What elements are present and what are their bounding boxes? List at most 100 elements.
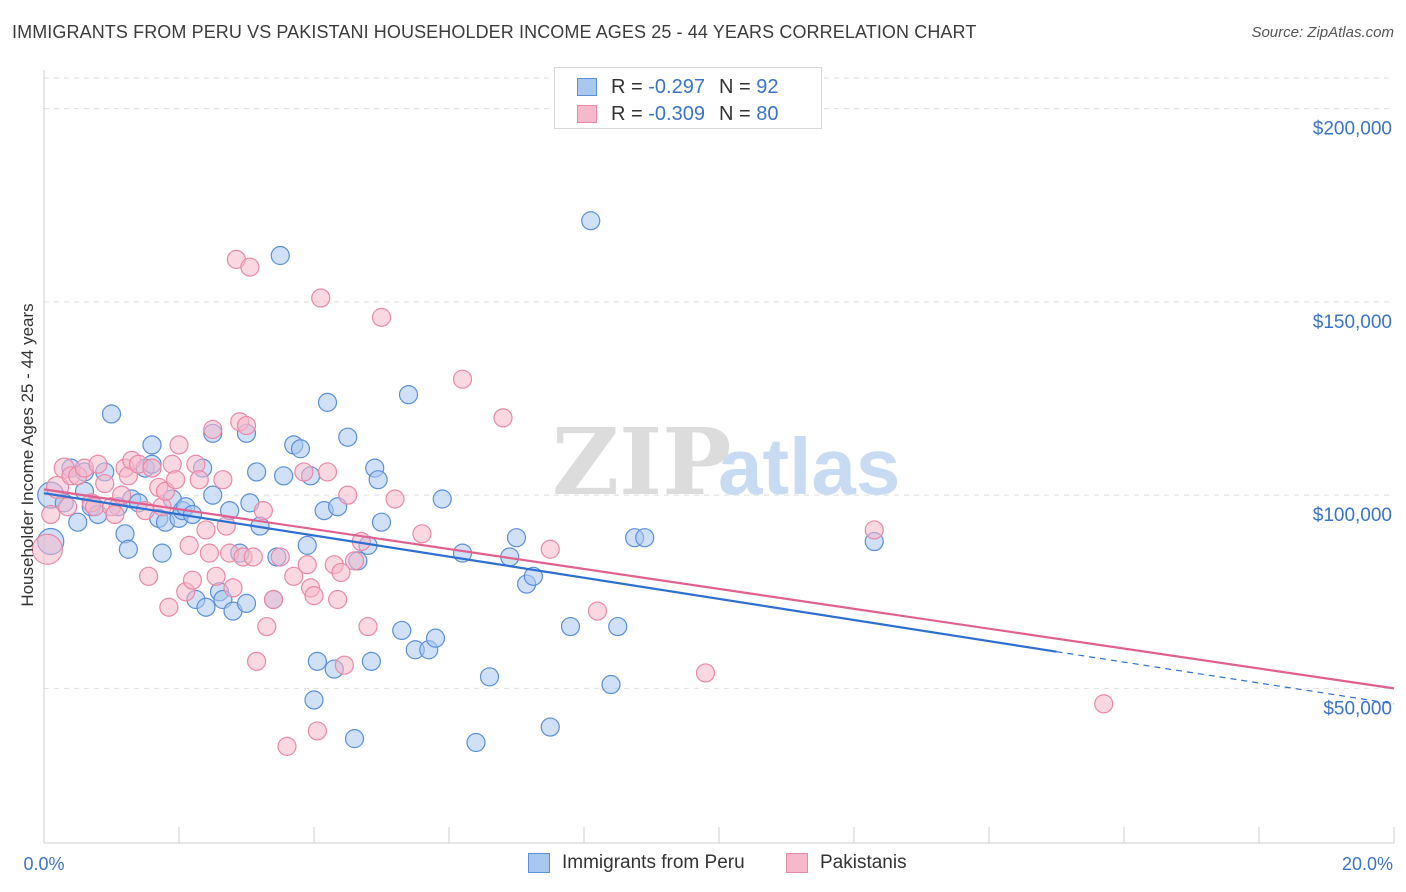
peru-point	[270, 245, 290, 266]
peru-point	[115, 524, 135, 544]
peru-point	[368, 470, 388, 490]
bottom-legend-swatch-peru	[528, 853, 550, 873]
pakistani-point	[277, 736, 297, 756]
pakistani-point	[317, 462, 338, 482]
peru-point	[152, 543, 172, 563]
peru-point	[304, 690, 324, 710]
pakistani-point	[358, 616, 378, 637]
peru-trend-extension	[1056, 651, 1395, 705]
pakistani-point	[263, 589, 284, 610]
pakistani-point	[344, 551, 365, 571]
legend-r-value: -0.309	[648, 102, 705, 125]
pakistani-point	[186, 454, 206, 474]
pakistani-point	[223, 578, 243, 598]
x-tick-label: 0.0%	[23, 854, 64, 874]
pakistani-point	[247, 651, 267, 671]
pakistani-point	[166, 470, 186, 490]
pakistani-point	[540, 539, 560, 559]
legend-row-pakistani: R = -0.309 N = 80	[577, 100, 778, 128]
peru-point	[297, 535, 317, 555]
pakistani-point	[169, 435, 189, 455]
peru-trend-line	[43, 492, 1057, 653]
pakistani-point	[88, 454, 108, 474]
pakistani-point	[240, 257, 260, 277]
peru-point	[601, 674, 621, 695]
axes	[43, 70, 1395, 844]
pakistani-point	[105, 504, 125, 525]
pakistani-point	[695, 663, 716, 683]
y-tick-label: $150,000	[1313, 312, 1392, 333]
pakistani-point	[213, 470, 233, 490]
peru-point	[247, 462, 267, 482]
pakistani-point	[270, 547, 290, 567]
pakistani-point	[587, 601, 608, 621]
pakistani-point	[142, 458, 162, 478]
pakistani-point	[162, 454, 182, 474]
peru-point	[338, 427, 358, 447]
pakistani-point	[294, 462, 314, 482]
pakistani-point	[311, 288, 331, 308]
pakistani-point	[95, 473, 115, 494]
bottom-legend-swatch-pakistani	[786, 853, 808, 873]
pakistani-point	[297, 555, 317, 575]
y-tick-label: $200,000	[1313, 119, 1392, 140]
pakistani-point	[189, 470, 209, 490]
peru-point	[540, 717, 560, 737]
legend-r-label: R =	[611, 102, 643, 125]
peru-point	[506, 528, 527, 548]
watermark: ZIP atlas	[552, 408, 900, 516]
tick-labels: $50,000 $100,000 $150,000 $200,000 0.0% 20.0%	[23, 119, 1393, 874]
legend: R = -0.297 N = 92 R = -0.309 N = 80	[554, 67, 822, 129]
bottom-legend-peru: Immigrants from Peru	[528, 852, 745, 874]
peru-point	[466, 732, 486, 753]
pakistani-point	[139, 566, 159, 586]
legend-n-label: N =	[718, 102, 751, 125]
pakistani-point	[304, 586, 324, 606]
pakistani-point	[371, 307, 392, 327]
pakistani-point	[199, 543, 219, 563]
peru-point	[142, 435, 162, 455]
peru-point	[425, 628, 446, 648]
pakistani-point	[412, 524, 432, 544]
legend-r-value: -0.297	[648, 75, 705, 98]
legend-swatch-pakistani	[577, 105, 597, 123]
pakistani-point	[331, 562, 351, 583]
peru-point	[581, 211, 601, 231]
pakistani-point	[41, 504, 61, 525]
peru-point	[236, 593, 257, 613]
y-tick-label: $50,000	[1323, 698, 1392, 719]
bottom-legend-pakistani: Pakistanis	[786, 852, 907, 874]
pakistani-point	[236, 415, 257, 436]
legend-n-value: 80	[756, 102, 779, 125]
peru-point	[68, 512, 88, 532]
pakistani-point	[334, 655, 354, 675]
peru-point	[635, 528, 655, 548]
peru-point	[523, 566, 543, 586]
peru-point	[274, 466, 294, 486]
peru-point	[560, 616, 581, 637]
pakistani-point	[1094, 694, 1114, 714]
pakistani-point	[328, 589, 348, 610]
peru-point	[432, 489, 452, 509]
peru-point	[203, 485, 223, 505]
legend-row-peru: R = -0.297 N = 92	[577, 73, 778, 101]
peru-point	[361, 651, 381, 671]
peru-point	[371, 512, 392, 532]
legend-r-label: R =	[611, 75, 643, 98]
bottom-legend-label-pakistani: Pakistanis	[820, 852, 907, 873]
pakistani-point	[179, 535, 199, 555]
pakistani-point	[206, 566, 226, 586]
peru-point	[101, 404, 122, 424]
pakistani-point	[307, 721, 327, 741]
pakistani-point	[257, 616, 277, 637]
pakistani-point	[452, 369, 473, 389]
peru-point	[344, 729, 365, 749]
pakistani-point	[31, 533, 63, 565]
pakistani-series	[31, 249, 1114, 756]
peru-point	[317, 392, 338, 412]
pakistani-point	[203, 419, 223, 440]
pakistani-point	[182, 570, 203, 590]
peru-point	[118, 539, 138, 559]
pakistani-point	[493, 408, 513, 428]
